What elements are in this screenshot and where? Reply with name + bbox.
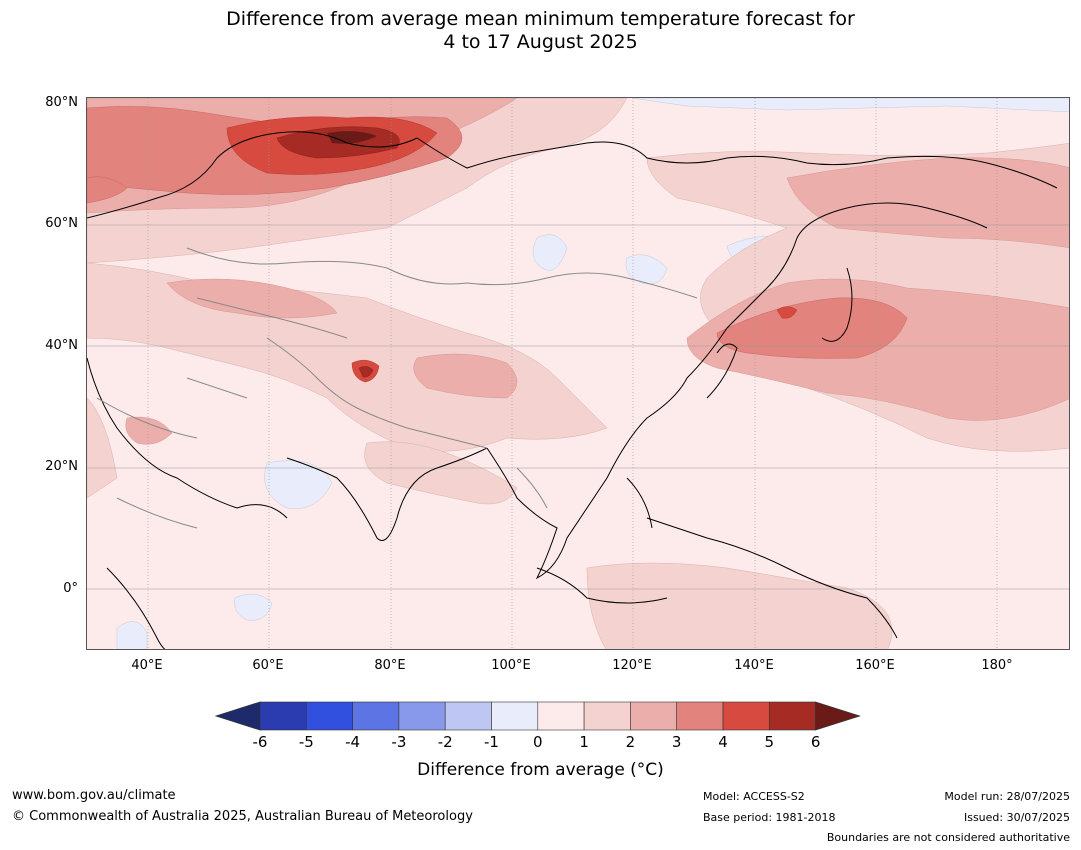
colorbar-tick-label: -2 — [437, 733, 453, 751]
graticule — [87, 98, 1069, 649]
colorbar-tick-label: -5 — [298, 733, 314, 751]
lat-label-40n: 40°N — [45, 338, 78, 353]
forecast-map — [86, 97, 1070, 650]
lon-label-80e: 80°E — [374, 658, 406, 673]
model-run-text: Model run: 28/07/2025 — [944, 790, 1070, 803]
colorbar-tick-label: 5 — [764, 733, 775, 751]
colorbar-arrow-low — [214, 701, 261, 731]
colorbar-cell — [491, 701, 539, 731]
disclaimer-text: Boundaries are not considered authoritat… — [826, 831, 1070, 844]
colorbar-cell — [259, 701, 307, 731]
colorbar-cell — [583, 701, 631, 731]
lat-label-0: 0° — [63, 581, 78, 596]
coastlines — [87, 131, 1058, 649]
colorbar-tick-label: -1 — [484, 733, 499, 751]
copyright-text: © Commonwealth of Australia 2025, Austra… — [12, 809, 473, 824]
lat-label-60n: 60°N — [45, 216, 78, 231]
map-canvas — [87, 98, 1069, 649]
colorbar-cell — [722, 701, 770, 731]
lon-label-180: 180° — [981, 658, 1013, 673]
extreme-warm-spot — [327, 131, 377, 144]
colorbar-cell — [398, 701, 446, 731]
colorbar-tick-label: 4 — [718, 733, 728, 751]
colorbar-tick-label: 2 — [625, 733, 636, 751]
colorbar-cell — [630, 701, 677, 731]
lon-label-140e: 140°E — [734, 658, 774, 673]
colorbar-cell — [676, 701, 724, 731]
colorbar-cell — [768, 701, 816, 731]
model-text: Model: ACCESS-S2 — [703, 790, 805, 803]
map-title: Difference from average mean minimum tem… — [0, 8, 1081, 54]
colorbar-tick-label: -3 — [391, 733, 407, 751]
lon-label-160e: 160°E — [855, 658, 895, 673]
lon-label-60e: 60°E — [252, 658, 284, 673]
base-period-text: Base period: 1981-2018 — [703, 811, 836, 824]
country-borders — [96, 247, 698, 529]
colorbar — [214, 701, 861, 731]
lat-label-80n: 80°N — [45, 95, 78, 110]
title-line-1: Difference from average mean minimum tem… — [226, 8, 855, 30]
colorbar-title: Difference from average (°C) — [417, 760, 664, 780]
lat-label-20n: 20°N — [45, 459, 78, 474]
lon-label-120e: 120°E — [612, 658, 652, 673]
colorbar-tick-label: 1 — [579, 733, 589, 751]
colorbar-cell — [537, 701, 585, 731]
colorbar-tick-label: 3 — [671, 733, 682, 751]
colorbar-cell — [444, 701, 492, 731]
colorbar-cell — [352, 701, 400, 731]
website-link[interactable]: www.bom.gov.au/climate — [12, 788, 176, 803]
colorbar-tick-label: -6 — [252, 733, 268, 751]
issued-text: Issued: 30/07/2025 — [963, 811, 1070, 824]
colorbar-tick-label: 0 — [533, 733, 543, 751]
title-line-2: 4 to 17 August 2025 — [443, 31, 638, 53]
colorbar-cell — [306, 701, 353, 731]
lon-label-40e: 40°E — [131, 658, 163, 673]
colorbar-tick-label: 6 — [810, 733, 821, 751]
colorbar-tick-label: -4 — [345, 733, 361, 751]
lon-label-100e: 100°E — [491, 658, 531, 673]
colorbar-arrow-high — [815, 701, 861, 731]
